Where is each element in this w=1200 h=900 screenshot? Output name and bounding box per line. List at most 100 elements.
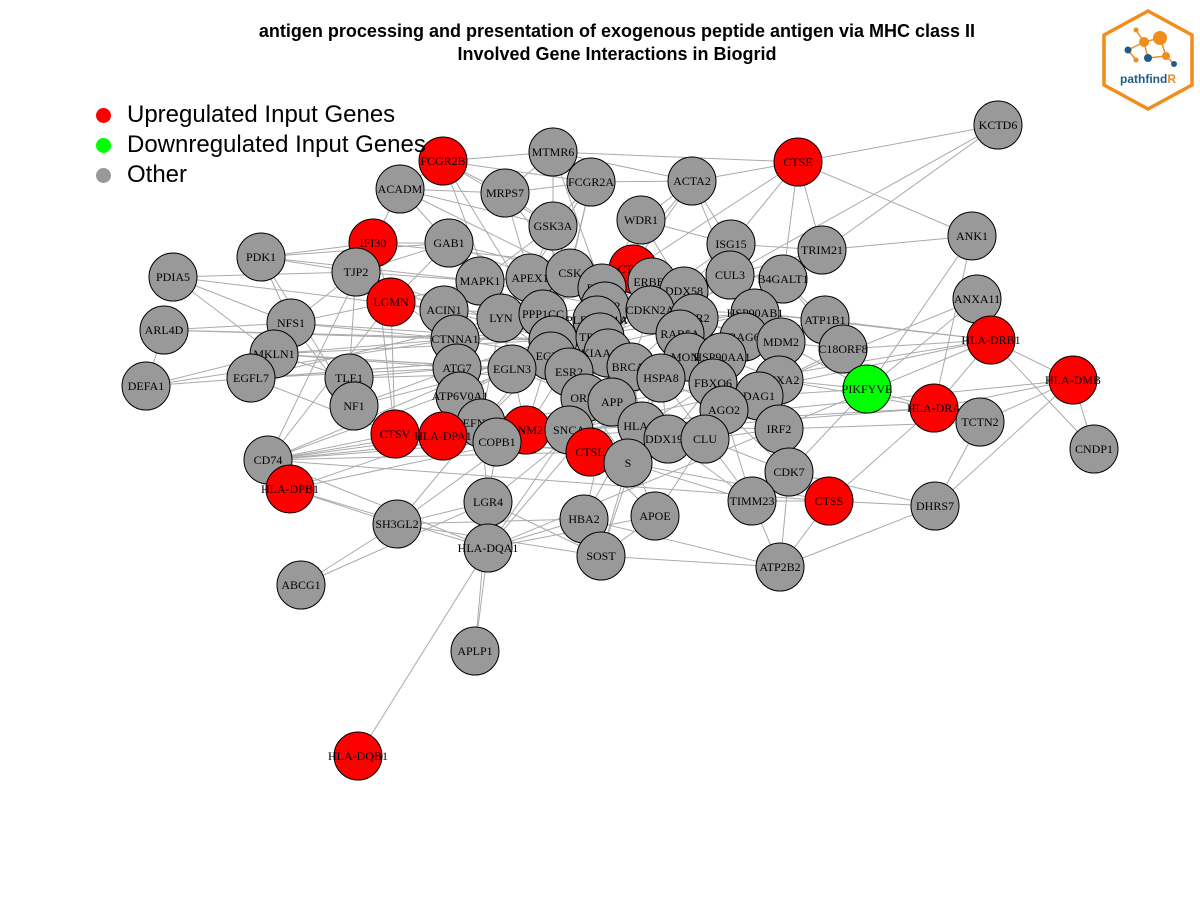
gene-circle-b4galt1 bbox=[758, 254, 808, 304]
gene-label-hspa8: HSPA8 bbox=[643, 371, 679, 385]
figure-title: antigen processing and presentation of e… bbox=[0, 20, 1200, 66]
gene-node-hla-drb1: HLA-DRB1 bbox=[961, 315, 1021, 365]
edge-dhrs7-atp2b2 bbox=[779, 505, 936, 568]
legend-item-other: Other bbox=[96, 160, 426, 190]
gene-circle-sost bbox=[576, 531, 626, 581]
gene-label-tjp2: TJP2 bbox=[344, 265, 369, 279]
gene-node-c18orf8: C18ORF8 bbox=[818, 324, 868, 374]
gene-node-hspa8: HSPA8 bbox=[636, 353, 686, 403]
gene-label-fcgr2b: FCGR2B bbox=[420, 154, 465, 168]
gene-label-ctnna1: CTNNA1 bbox=[431, 332, 478, 346]
legend-dot-upregulated bbox=[96, 107, 111, 123]
gene-label-hla-dra: HLA-DRA bbox=[907, 401, 961, 415]
gene-node-hla-dpb1: HLA-DPB1 bbox=[261, 464, 319, 514]
gene-circle-arl4d bbox=[139, 305, 189, 355]
gene-label-egln3: EGLN3 bbox=[493, 362, 531, 376]
legend-item-downregulated: Downregulated Input Genes bbox=[96, 130, 426, 160]
gene-label-cdk7: CDK7 bbox=[773, 465, 804, 479]
gene-node-hla-dmb: HLA-DMB bbox=[1045, 355, 1101, 405]
gene-circle-hla-dqa1 bbox=[463, 523, 513, 573]
gene-circle-lgmn bbox=[366, 277, 416, 327]
gene-label-defa1: DEFA1 bbox=[128, 379, 164, 393]
gene-node-lgr4: LGR4 bbox=[463, 477, 513, 527]
gene-node-wdr1: WDR1 bbox=[616, 195, 666, 245]
legend-label-upregulated: Upregulated Input Genes bbox=[127, 101, 396, 128]
gene-label-csk: CSK bbox=[558, 266, 582, 280]
title-line-2: Involved Gene Interactions in Biogrid bbox=[457, 44, 777, 64]
gene-label-mapk1: MAPK1 bbox=[460, 274, 501, 288]
gene-node-timm23: TIMM23 bbox=[727, 476, 777, 526]
gene-node-dhrs7: DHRS7 bbox=[910, 481, 960, 531]
gene-label-gsk3a: GSK3A bbox=[534, 219, 573, 233]
gene-label-hla-dqa1: HLA-DQA1 bbox=[458, 541, 519, 555]
gene-label-nfs1: NFS1 bbox=[277, 316, 305, 330]
gene-label-anxa11: ANXA11 bbox=[954, 292, 1000, 306]
gene-circle-sh3gl2 bbox=[372, 499, 422, 549]
gene-circle-pdk1 bbox=[236, 232, 286, 282]
gene-node-acadm: ACADM bbox=[375, 164, 425, 214]
edge-hla-dpa1-hla-dpb1 bbox=[289, 435, 444, 490]
gene-circle-copb1 bbox=[472, 417, 522, 467]
edge-kctd6-ctse bbox=[797, 124, 999, 163]
gene-circle-acta2 bbox=[667, 156, 717, 206]
gene-node-hba2: HBA2 bbox=[559, 494, 609, 544]
gene-circle-gab1 bbox=[424, 218, 474, 268]
gene-label-sh3gl2: SH3GL2 bbox=[375, 517, 418, 531]
gene-circle-s bbox=[603, 438, 653, 488]
gene-label-tle1: TLE1 bbox=[335, 371, 363, 385]
gene-circle-mapk1 bbox=[455, 256, 505, 306]
gene-circle-clu bbox=[680, 414, 730, 464]
gene-circle-apoe bbox=[630, 491, 680, 541]
gene-label-lgmn: LGMN bbox=[373, 295, 409, 309]
gene-circle-abcg1 bbox=[276, 560, 326, 610]
edge-sost-atp2b2 bbox=[600, 555, 781, 568]
gene-circle-fcgr2a bbox=[566, 157, 616, 207]
edge-ank1-ctse bbox=[797, 161, 973, 237]
gene-node-cndp1: CNDP1 bbox=[1069, 424, 1119, 474]
gene-label-arl4d: ARL4D bbox=[145, 323, 184, 337]
gene-label-acta2: ACTA2 bbox=[673, 174, 711, 188]
gene-label-atp1b1: ATP1B1 bbox=[804, 313, 845, 327]
gene-circle-ctss bbox=[804, 476, 854, 526]
gene-label-timm23: TIMM23 bbox=[730, 494, 775, 508]
gene-node-irf2: IRF2 bbox=[754, 404, 804, 454]
gene-circle-wdr1 bbox=[616, 195, 666, 245]
gene-node-cul3: CUL3 bbox=[705, 250, 755, 300]
gene-circle-ctse bbox=[773, 137, 823, 187]
gene-label-egfl7: EGFL7 bbox=[233, 371, 269, 385]
gene-label-hla-dqb1: HLA-DQB1 bbox=[328, 749, 388, 763]
gene-label-copb1: COPB1 bbox=[478, 435, 515, 449]
gene-circle-dhrs7 bbox=[910, 481, 960, 531]
gene-circle-aplp1 bbox=[450, 626, 500, 676]
gene-label-atp2b2: ATP2B2 bbox=[759, 560, 800, 574]
gene-label-aplp1: APLP1 bbox=[457, 644, 492, 658]
gene-node-atp2b2: ATP2B2 bbox=[755, 542, 805, 592]
gene-label-c18orf8: C18ORF8 bbox=[818, 342, 867, 356]
gene-node-mrps7: MRPS7 bbox=[480, 168, 530, 218]
gene-circle-pikfyve bbox=[842, 364, 892, 414]
edge-ank1-hla-dra bbox=[933, 235, 973, 409]
gene-node-abcg1: ABCG1 bbox=[276, 560, 326, 610]
gene-circle-acadm bbox=[375, 164, 425, 214]
gene-circle-hspa8 bbox=[636, 353, 686, 403]
gene-node-nf1: NF1 bbox=[329, 381, 379, 431]
legend-dot-downregulated bbox=[96, 137, 111, 153]
gene-node-hla-dpa1: HLA-DPA1 bbox=[414, 411, 472, 461]
gene-label-ctsv: CTSV bbox=[380, 427, 411, 441]
gene-circle-hla-dmb bbox=[1048, 355, 1098, 405]
gene-node-egln3: EGLN3 bbox=[487, 344, 537, 394]
edge-mkln1-ctnna1 bbox=[273, 338, 456, 355]
gene-node-pikfyve: PIKFYVE bbox=[842, 364, 892, 414]
gene-label-hla-drb1: HLA-DRB1 bbox=[961, 333, 1020, 347]
gene-node-mapk1: MAPK1 bbox=[455, 256, 505, 306]
edge-c18orf8-hla-drb1 bbox=[842, 339, 992, 350]
gene-node-apoe: APOE bbox=[630, 491, 680, 541]
edge-dhrs7-cdk7 bbox=[788, 471, 936, 507]
gene-label-hba2: HBA2 bbox=[568, 512, 599, 526]
gene-label-mdm2: MDM2 bbox=[763, 335, 799, 349]
gene-label-pdk1: PDK1 bbox=[246, 250, 276, 264]
gene-node-cdk7: CDK7 bbox=[764, 447, 814, 497]
gene-label-dhrs7: DHRS7 bbox=[916, 499, 954, 513]
